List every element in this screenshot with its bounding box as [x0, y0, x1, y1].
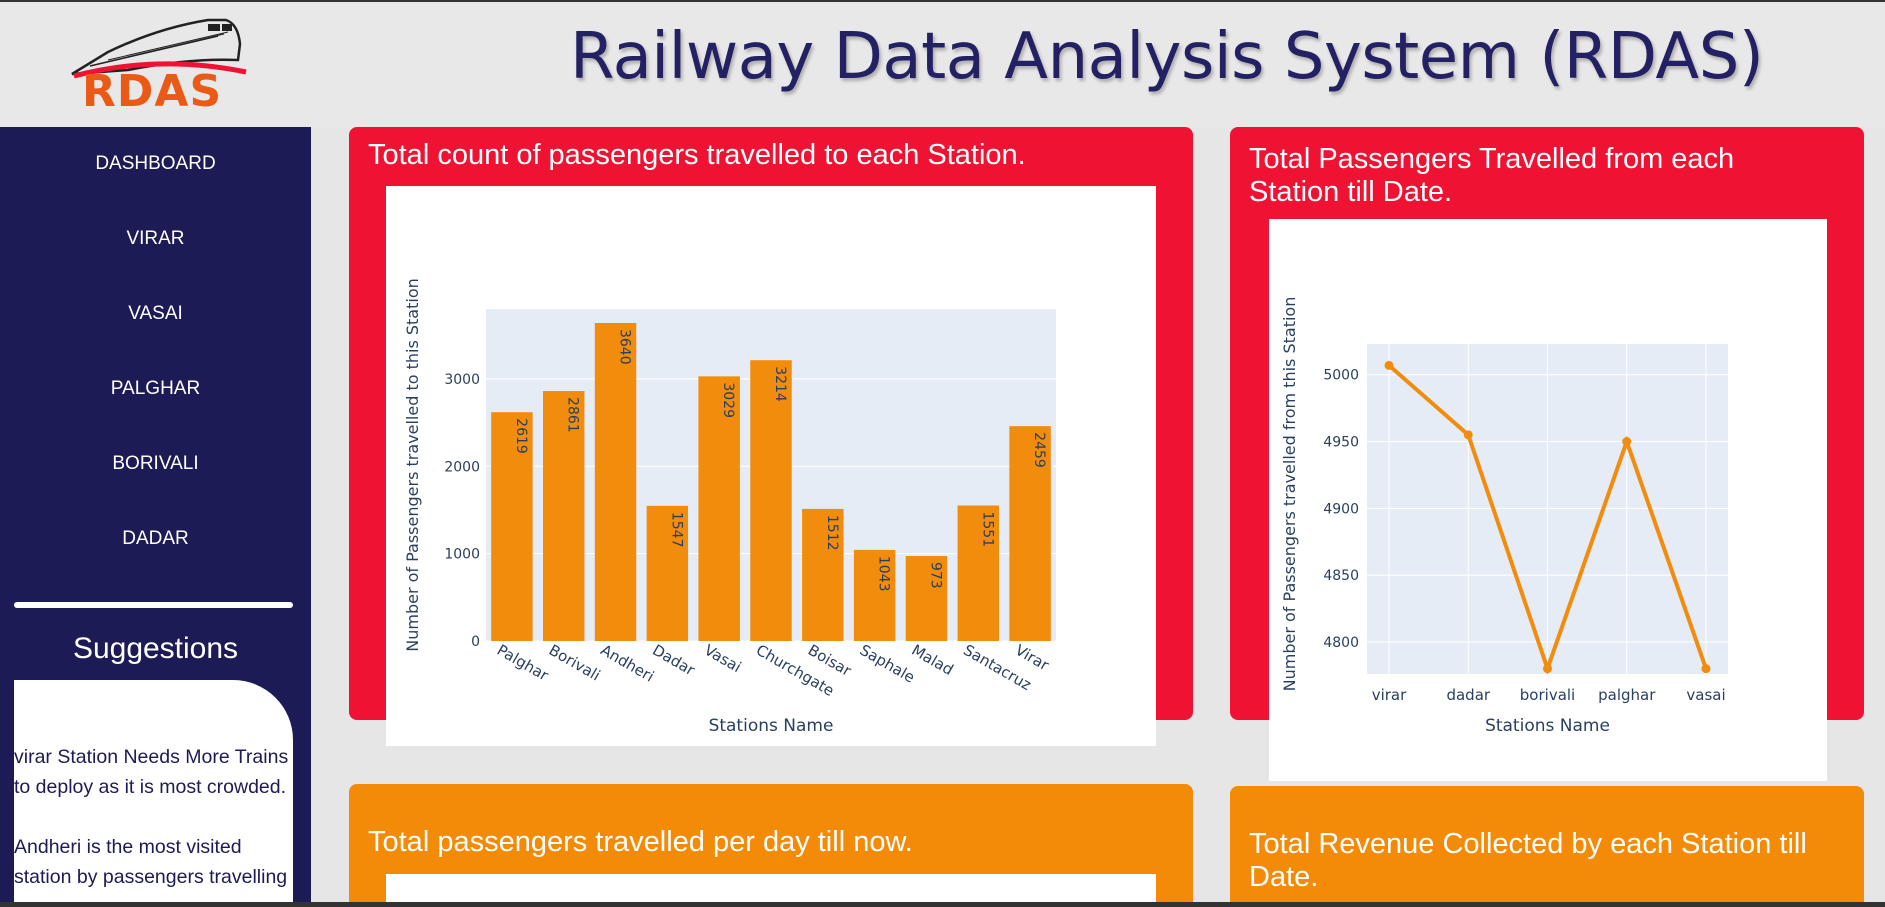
- card-title: Total passengers travelled per day till …: [368, 826, 913, 858]
- y-tick-label: 4850: [1323, 568, 1359, 584]
- y-tick-label: 4900: [1323, 501, 1359, 517]
- data-point: [1543, 664, 1552, 674]
- data-point: [1622, 437, 1632, 447]
- bar-value-label: 3214: [772, 366, 788, 402]
- sidebar: DASHBOARD VIRAR VASAI PALGHAR BORIVALI D…: [0, 127, 311, 907]
- rdas-logo[interactable]: RDAS: [68, 14, 253, 122]
- passengers-per-day-card: Total passengers travelled per day till …: [349, 784, 1193, 907]
- bar-value-label: 1512: [824, 515, 840, 551]
- x-axis-title: Stations Name: [1485, 716, 1610, 736]
- sidebar-item-dashboard[interactable]: DASHBOARD: [95, 153, 216, 174]
- bar-value-label: 3029: [720, 382, 736, 418]
- sidebar-item-vasai[interactable]: VASAI: [128, 303, 183, 324]
- bar: [750, 360, 792, 641]
- bar: [853, 549, 896, 641]
- x-tick-label: Borivali: [546, 641, 604, 685]
- bar-value-label: 1551: [979, 511, 995, 547]
- bar: [905, 555, 948, 641]
- bar-value-label: 2861: [565, 397, 581, 433]
- data-point: [1384, 360, 1394, 370]
- bar-value-label: 3640: [617, 329, 633, 365]
- bar: [957, 505, 999, 641]
- data-point: [1701, 664, 1711, 674]
- x-axis-title: Stations Name: [709, 716, 834, 736]
- y-tick-label: 5000: [1323, 368, 1359, 384]
- y-tick-label: 4950: [1323, 435, 1359, 451]
- y-axis-title: Number of Passengers travelled to this S…: [403, 278, 422, 652]
- suggestion-item: virar Station Needs More Trains to deplo…: [14, 746, 289, 798]
- suggestions-title: Suggestions: [72, 632, 239, 665]
- line-chart-container[interactable]: 4800 4850 4900 4950 5000 virar dadar borivali pa…: [1269, 219, 1827, 781]
- bar-value-label: 1043: [876, 556, 892, 592]
- x-tick-label: vasai: [1686, 686, 1725, 704]
- card-title: Total Revenue Collected by each Station …: [1249, 828, 1807, 893]
- y-tick-label: 0: [471, 634, 480, 650]
- bar-value-label: 973: [927, 562, 943, 589]
- sidebar-divider: [14, 602, 293, 608]
- logo-text: RDAS: [82, 66, 223, 117]
- x-tick-label: Palghar: [494, 641, 552, 685]
- x-tick-label: dadar: [1446, 686, 1490, 704]
- suggestion-item: Andheri is the most visited station by p…: [14, 836, 288, 888]
- sidebar-item-borivali[interactable]: BORIVALI: [112, 453, 199, 474]
- x-tick-label: Vasai: [701, 641, 744, 676]
- x-tick-label: Saphale: [857, 641, 918, 687]
- bar-chart[interactable]: 0 1000 2000 3000 2619 Palghar 2861 Borivali 3640…: [386, 186, 1156, 746]
- x-tick-label: Andheri: [598, 641, 658, 686]
- bar: [594, 322, 637, 641]
- bar-chart-container[interactable]: 0 1000 2000 3000 2619 Palghar 2861 Borivali 3640…: [386, 186, 1156, 746]
- bar: [646, 505, 689, 641]
- suggestions-panel[interactable]: virar Station Needs More Trains to deplo…: [14, 680, 293, 907]
- x-tick-label: palghar: [1598, 686, 1656, 704]
- bar: [1009, 426, 1051, 641]
- train-icon: [71, 18, 247, 79]
- y-tick-label: 2000: [444, 459, 480, 475]
- sidebar-item-virar[interactable]: VIRAR: [126, 228, 185, 249]
- header: RDAS Railway Data Analysis System (RDAS): [0, 0, 1885, 127]
- bar-value-label: 2619: [513, 418, 529, 454]
- x-tick-label: Dadar: [649, 641, 698, 680]
- sidebar-item-dadar[interactable]: DADAR: [122, 528, 189, 549]
- window-bottom-edge: [0, 902, 1885, 907]
- card-title: Total count of passengers travelled to e…: [368, 139, 1026, 171]
- y-tick-label: 4800: [1323, 635, 1359, 651]
- card-title: Total Passengers Travelled from each Sta…: [1249, 143, 1735, 208]
- bar: [802, 508, 844, 641]
- per-day-chart-container[interactable]: [386, 874, 1156, 907]
- bar: [698, 376, 740, 641]
- y-tick-label: 1000: [444, 547, 480, 563]
- bar-value-label: 2459: [1031, 432, 1047, 468]
- bar: [491, 412, 533, 641]
- line-chart[interactable]: 4800 4850 4900 4950 5000 virar dadar borivali pa…: [1269, 219, 1827, 781]
- sidebar-item-palghar[interactable]: PALGHAR: [110, 378, 201, 399]
- x-tick-label: borivali: [1520, 686, 1575, 704]
- data-point: [1463, 430, 1473, 440]
- bar: [543, 391, 585, 641]
- y-axis-title: Number of Passengers travelled from this…: [1280, 297, 1299, 692]
- page-title: Railway Data Analysis System (RDAS): [570, 20, 1764, 94]
- bar-value-label: 1547: [668, 512, 684, 548]
- revenue-card: Total Revenue Collected by each Station …: [1230, 786, 1864, 907]
- y-tick-label: 3000: [444, 372, 480, 388]
- x-tick-label: virar: [1372, 686, 1407, 704]
